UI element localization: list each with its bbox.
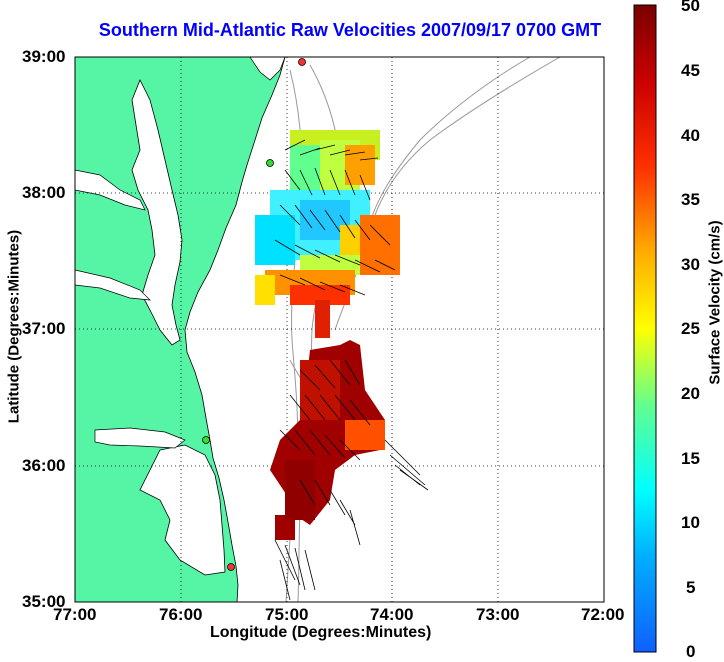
station-marker — [298, 58, 306, 66]
colorbar-tick: 45 — [681, 61, 700, 80]
y-axis-label: Latitude (Degrees:Minutes) — [5, 229, 23, 424]
x-tick-label: 72:00 — [581, 605, 625, 624]
colorbar-label: Surface Velocity (cm/s) — [706, 220, 724, 385]
colorbar-tick: 15 — [681, 449, 700, 468]
colorbar — [633, 4, 657, 653]
y-tick-label: 38:00 — [22, 183, 66, 202]
pamlico-sound — [139, 444, 226, 576]
x-axis-label: Longitude (Degrees:Minutes) — [210, 624, 432, 641]
colorbar-tick: 20 — [681, 384, 700, 403]
x-tick-label: 74:00 — [370, 605, 414, 624]
colorbar-tick: 25 — [681, 319, 700, 338]
colorbar-tick: 10 — [681, 513, 700, 532]
y-tick-label: 39:00 — [22, 47, 66, 66]
x-tick-label: 73:00 — [476, 605, 520, 624]
y-tick-label: 36:00 — [22, 456, 66, 475]
potomac-river — [75, 169, 146, 211]
colorbar-tick: 5 — [686, 578, 696, 597]
y-tick-label: 35:00 — [22, 592, 66, 611]
x-tick-label: 76:00 — [159, 605, 203, 624]
y-tick-label: 37:00 — [22, 319, 66, 338]
albemarle-sound — [94, 427, 186, 449]
colorbar-tick: 40 — [681, 126, 700, 145]
colorbar-tick: 0 — [686, 642, 696, 661]
plot-title: Southern Mid-Atlantic Raw Velocities 200… — [98, 20, 602, 40]
x-tick-label: 77:00 — [53, 605, 97, 624]
plot-frame — [74, 56, 605, 603]
chesapeake-bay — [131, 79, 183, 346]
colorbar-tick: 30 — [681, 255, 700, 274]
colorbar-tick: 35 — [681, 190, 700, 209]
delaware-bay — [249, 57, 286, 81]
station-marker — [266, 159, 274, 167]
river-inlet — [75, 269, 151, 301]
x-tick-label: 75:00 — [265, 605, 309, 624]
station-marker — [227, 563, 235, 571]
hf-radar-stations — [202, 58, 306, 571]
station-marker — [202, 436, 210, 444]
colorbar-tick: 50 — [681, 0, 700, 15]
velocity-vectors — [274, 139, 429, 601]
